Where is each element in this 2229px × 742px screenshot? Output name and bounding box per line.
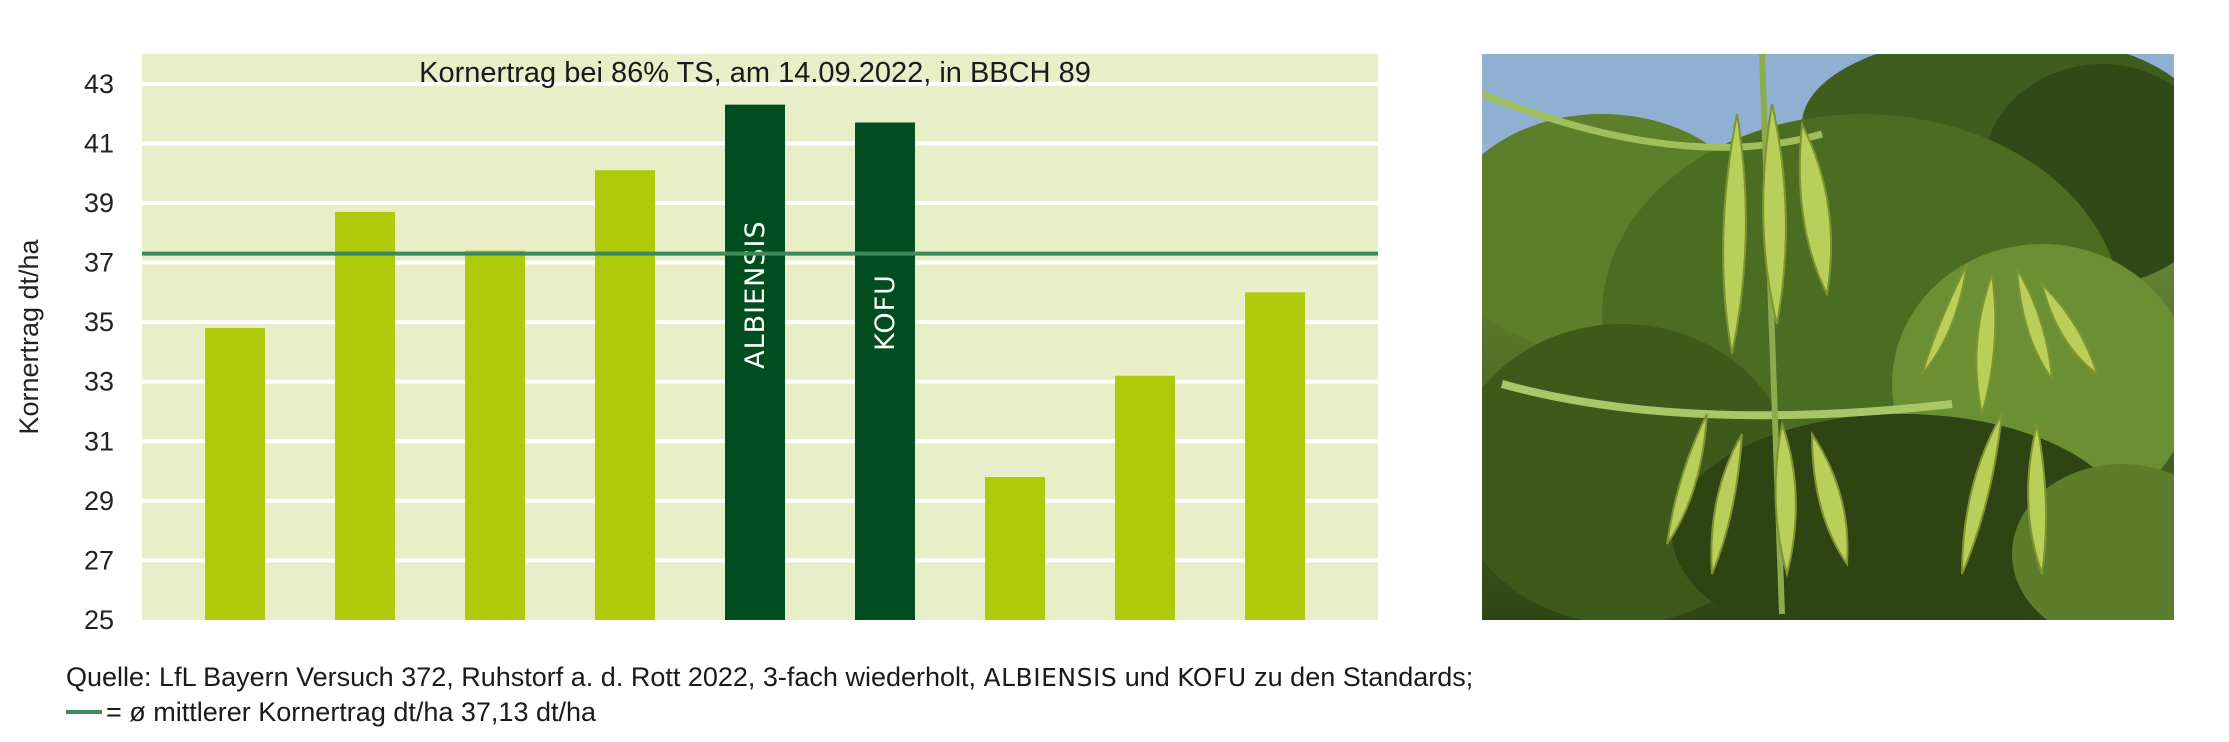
y-tick-label: 37: [84, 248, 114, 278]
y-tick-label: 39: [84, 188, 114, 218]
y-axis-title: Kornertrag dt/ha: [14, 238, 44, 434]
y-tick-label: 43: [84, 69, 114, 99]
bar-label: KOFU: [870, 274, 901, 351]
y-tick-label: 35: [84, 307, 114, 337]
bars: ALBIENSIS KOFU: [205, 104, 1305, 621]
mean-line-swatch: [66, 709, 102, 714]
chart-title: Kornertrag bei 86% TS, am 14.09.2022, in…: [419, 57, 1091, 89]
bar: [725, 104, 785, 621]
y-tick-label: 27: [84, 545, 114, 575]
bar: [985, 477, 1045, 620]
bar: [1115, 375, 1175, 620]
bar-chart: ALBIENSIS KOFU 25 27 29 31 33 35 37 39 41 43 Korne…: [14, 54, 1378, 635]
y-tick-label: 25: [84, 605, 114, 635]
y-tick-label: 41: [84, 128, 114, 158]
bar: [595, 170, 655, 620]
bar: [1245, 292, 1305, 620]
bar-label: ALBIENSIS: [740, 220, 771, 369]
y-tick-label: 31: [84, 426, 114, 456]
bar: [465, 250, 525, 620]
y-axis-ticks: 25 27 29 31 33 35 37 39 41 43: [84, 69, 114, 635]
legend-mean-label: = ø mittlerer Kornertrag dt/ha 37,13 dt/…: [106, 697, 597, 727]
bar: [205, 328, 265, 620]
soybean-pods-photo: [1482, 54, 2174, 620]
bar: [855, 122, 915, 620]
legend-mean: = ø mittlerer Kornertrag dt/ha 37,13 dt/…: [66, 695, 1473, 729]
variety-name-kofu: KOFU: [1177, 663, 1247, 692]
bar: [335, 211, 395, 620]
y-tick-label: 33: [84, 367, 114, 397]
source-line: Quelle: LfL Bayern Versuch 372, Ruhstorf…: [66, 662, 1474, 692]
y-tick-label: 29: [84, 486, 114, 516]
variety-name-albiensis: ALBIENSIS: [983, 663, 1118, 692]
chart-caption: Quelle: LfL Bayern Versuch 372, Ruhstorf…: [66, 660, 1473, 729]
